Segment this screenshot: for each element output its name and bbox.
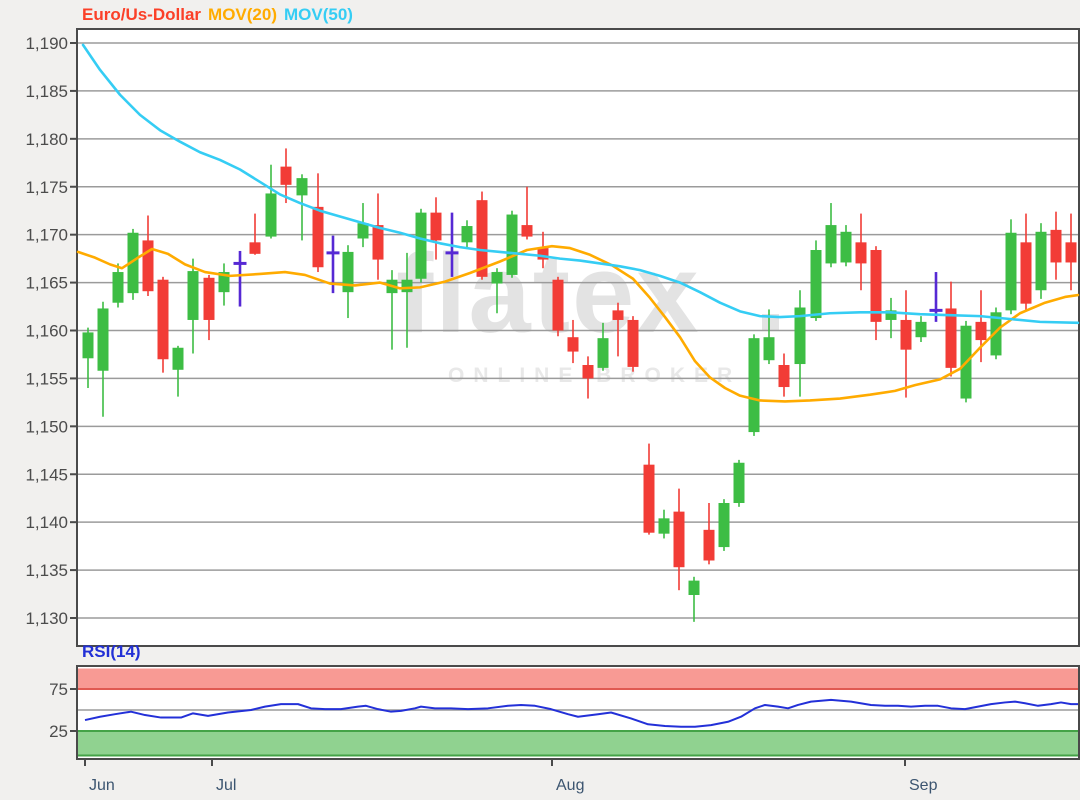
candle-body: [296, 178, 308, 196]
candle-body: [794, 307, 806, 365]
candle-body: [658, 518, 670, 534]
candle-body: [157, 279, 169, 360]
candle-body: [265, 193, 277, 237]
candle-body: [491, 272, 503, 284]
candle-body: [1050, 229, 1062, 263]
candle-body: [855, 242, 867, 264]
candle-body: [1020, 242, 1032, 304]
candle-body: [372, 225, 384, 260]
candle-body: [1035, 231, 1047, 291]
x-tick-label: Sep: [909, 777, 938, 794]
x-tick-label: Jun: [89, 777, 115, 794]
y-tick-label: 1,155: [25, 369, 68, 388]
candle-body: [461, 226, 473, 243]
chart-legend: Euro/Us-Dollar MOV(20) MOV(50): [82, 5, 360, 25]
candle-body: [203, 277, 215, 320]
candle-body: [915, 321, 927, 338]
mov20-legend-label: MOV(20): [208, 5, 277, 24]
candle-body: [703, 529, 715, 561]
candle-body: [810, 250, 822, 319]
candle-body: [415, 212, 427, 279]
candle-body: [82, 332, 94, 359]
time-axis-labels: Jun Jul Aug Sep: [84, 759, 938, 794]
candle-body: [900, 319, 912, 350]
candle-body: [990, 312, 1002, 356]
price-axis-labels: 1,190 1,185 1,180 1,175 1,170 1,165 1,160 1,155…: [25, 34, 78, 628]
candle-body: [172, 347, 184, 370]
candle-body: [357, 223, 369, 239]
candle-body: [249, 242, 261, 254]
rsi-axis-labels: 75 25: [49, 680, 78, 741]
instrument-label: Euro/Us-Dollar: [82, 5, 202, 24]
candle-body: [582, 365, 594, 379]
candle-body: [945, 308, 957, 368]
candle-body: [673, 511, 685, 568]
candle-body: [870, 250, 882, 322]
candle-body: [597, 338, 609, 368]
x-tick-label: Jul: [216, 777, 236, 794]
y-tick-label: 1,175: [25, 178, 68, 197]
y-tick-label: 1,150: [25, 417, 68, 436]
candle-body: [643, 464, 655, 533]
y-tick-label: 1,145: [25, 465, 68, 484]
candle-body: [401, 279, 413, 293]
rsi-indicator-label: RSI(14): [82, 642, 141, 661]
candle-body: [127, 232, 139, 294]
candle-body: [521, 225, 533, 237]
candle-body: [537, 248, 549, 260]
candle-body: [187, 271, 199, 320]
candle-body: [1065, 242, 1077, 263]
candles-layer: [82, 148, 1077, 622]
candle-body: [552, 279, 564, 331]
candle-body: [312, 206, 324, 268]
candle-body: [430, 212, 442, 241]
candle-body: [627, 319, 639, 367]
candle-body: [97, 308, 109, 371]
candle-body: [778, 365, 790, 388]
y-tick-label: 1,160: [25, 322, 68, 341]
rsi-bands: [78, 668, 1078, 757]
candle-body: [748, 338, 760, 433]
candle-body: [142, 240, 154, 292]
rsi-tick-label: 75: [49, 680, 68, 699]
candle-body: [840, 231, 852, 263]
candle-body: [975, 321, 987, 341]
candle-body: [280, 166, 292, 185]
mov50-legend-label: MOV(50): [284, 5, 353, 24]
candle-body: [825, 225, 837, 264]
rsi-line: [84, 698, 1078, 728]
x-tick-label: Aug: [556, 777, 584, 794]
y-tick-label: 1,130: [25, 609, 68, 628]
candle-body: [567, 337, 579, 352]
y-tick-label: 1,170: [25, 226, 68, 245]
rsi-tick-label: 25: [49, 722, 68, 741]
y-tick-label: 1,135: [25, 561, 68, 580]
y-tick-label: 1,140: [25, 513, 68, 532]
candle-body: [342, 251, 354, 293]
candle-body: [1005, 232, 1017, 311]
candle-body: [718, 503, 730, 548]
candle-body: [763, 337, 775, 361]
y-tick-label: 1,165: [25, 274, 68, 293]
candle-body: [112, 272, 124, 303]
y-tick-label: 1,190: [25, 34, 68, 53]
watermark-logo-dot-icon: [762, 314, 779, 331]
candle-body: [612, 310, 624, 320]
y-tick-label: 1,185: [25, 82, 68, 101]
candle-body: [476, 200, 488, 277]
candle-body: [733, 462, 745, 503]
candle-body: [885, 310, 897, 320]
price-gridlines: [78, 42, 1078, 619]
candle-body: [506, 214, 518, 275]
mov50-line: [81, 43, 1080, 325]
mov20-line: [76, 244, 1080, 403]
candle-body: [688, 580, 700, 595]
candle-body: [218, 272, 230, 293]
y-tick-label: 1,180: [25, 130, 68, 149]
